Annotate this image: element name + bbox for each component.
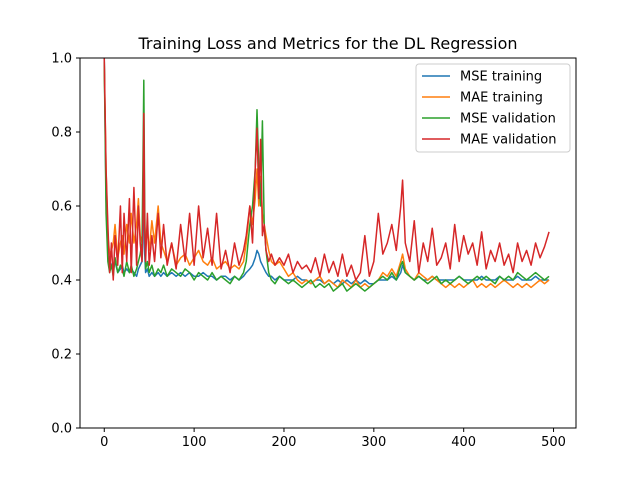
legend-label: MAE training [460, 91, 543, 106]
x-axis: 0 100 200 300 400 500 [100, 428, 566, 450]
chart-title: Training Loss and Metrics for the DL Reg… [137, 34, 517, 53]
y-tick-label: 0.0 [51, 422, 72, 437]
x-tick-label: 100 [182, 435, 207, 450]
x-tick-label: 300 [361, 435, 386, 450]
x-tick-label: 200 [272, 435, 297, 450]
legend: MSE training MAE training MSE validation MA… [415, 63, 571, 153]
legend-label: MAE validation [460, 133, 556, 148]
y-axis: 0.0 0.2 0.4 0.6 0.8 1.0 [51, 52, 80, 437]
axes-frame [79, 57, 577, 429]
y-tick-label: 1.0 [51, 52, 72, 67]
legend-label: MSE validation [460, 112, 556, 127]
legend-box [415, 63, 571, 153]
x-tick-label: 0 [100, 435, 108, 450]
legend-label: MSE training [460, 70, 542, 85]
y-tick-label: 0.6 [51, 200, 72, 215]
y-tick-label: 0.8 [51, 126, 72, 141]
series-line-mae-validation [103, 58, 550, 281]
y-tick-label: 0.4 [51, 274, 72, 289]
y-tick-label: 0.2 [51, 348, 72, 363]
x-tick-label: 400 [451, 435, 476, 450]
plot-area [103, 58, 550, 292]
x-tick-label: 500 [541, 435, 566, 450]
